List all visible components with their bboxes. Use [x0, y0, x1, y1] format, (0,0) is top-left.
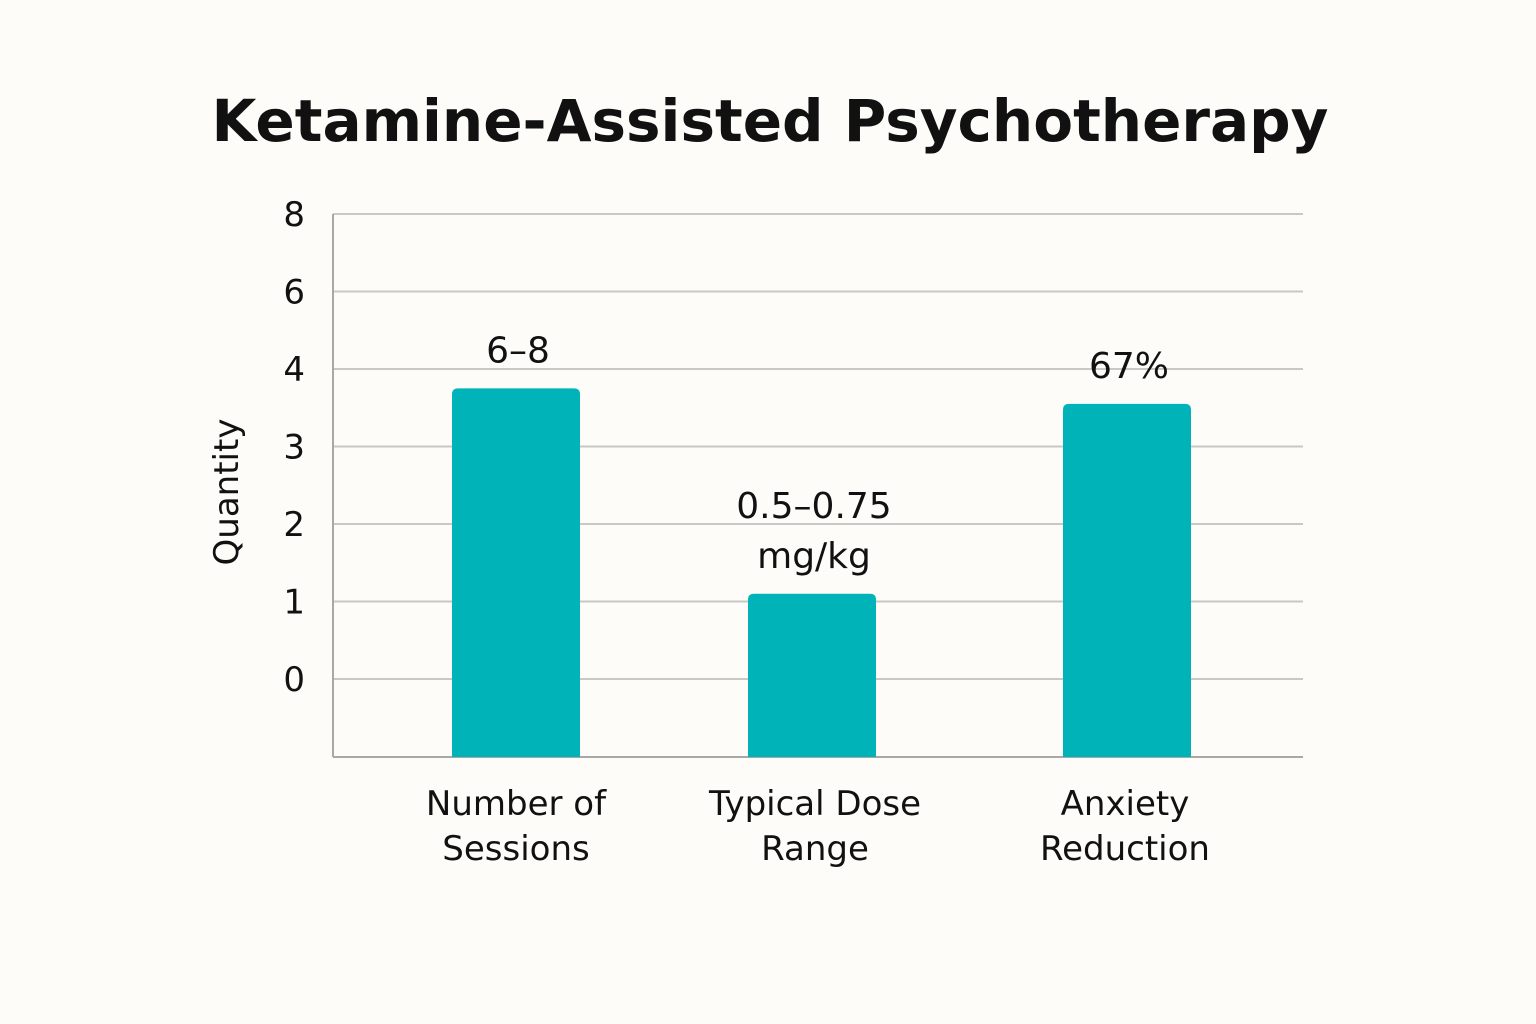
data-label: 67%: [1089, 346, 1169, 387]
bar: [748, 593, 876, 757]
x-tick-label: Reduction: [1040, 829, 1210, 869]
data-label: 6–8: [486, 330, 550, 371]
y-tick-label: 4: [283, 350, 305, 390]
data-label: mg/kg: [757, 536, 871, 577]
y-tick-label: 8: [283, 195, 305, 235]
x-tick-label: Anxiety: [1061, 784, 1190, 824]
y-tick-label: 3: [283, 428, 305, 468]
bar: [452, 388, 580, 757]
x-tick-label: Range: [761, 829, 869, 869]
data-label: 0.5–0.75: [736, 486, 891, 527]
y-tick-label: 1: [283, 583, 305, 623]
x-tick-label: Typical Dose: [708, 784, 921, 824]
y-tick-label: 0: [283, 660, 305, 700]
y-tick-label: 6: [283, 273, 305, 313]
x-tick-label: Number of: [426, 784, 607, 824]
x-tick-label: Sessions: [442, 829, 589, 869]
bar: [1063, 403, 1191, 757]
chart-title: Ketamine-Assisted Psychotherapy: [211, 87, 1328, 155]
y-tick-label: 2: [283, 505, 305, 545]
y-axis-label: Quantity: [207, 419, 247, 566]
